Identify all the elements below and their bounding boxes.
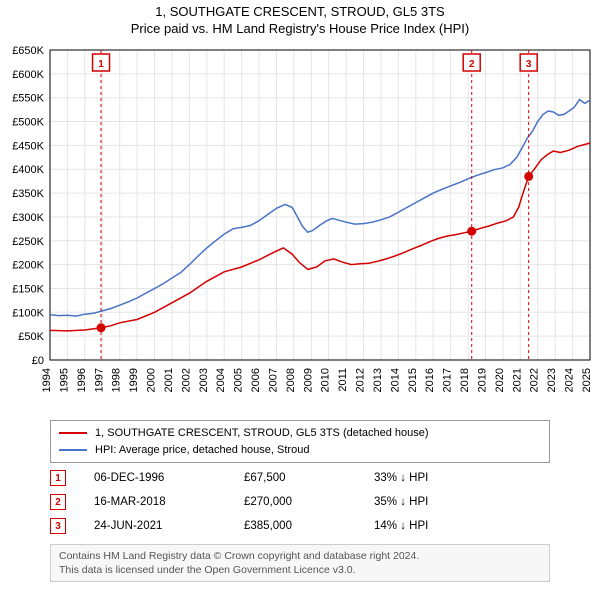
transaction-row: 2 16-MAR-2018£270,00035% ↓ HPI	[50, 490, 550, 514]
svg-text:2000: 2000	[146, 368, 158, 392]
svg-text:1999: 1999	[128, 368, 140, 392]
transaction-row: 3 24-JUN-2021£385,00014% ↓ HPI	[50, 514, 550, 538]
page-root: 1, SOUTHGATE CRESCENT, STROUD, GL5 3TS P…	[0, 0, 600, 590]
legend-swatch-0	[59, 432, 87, 434]
svg-text:2025: 2025	[581, 368, 593, 392]
svg-text:1: 1	[98, 59, 104, 70]
svg-text:2009: 2009	[302, 368, 314, 392]
svg-text:2011: 2011	[337, 368, 349, 392]
svg-text:2017: 2017	[442, 368, 454, 392]
svg-text:£300K: £300K	[12, 212, 44, 224]
svg-text:2024: 2024	[564, 368, 576, 392]
title-sub: Price paid vs. HM Land Registry's House …	[0, 21, 600, 36]
svg-text:1997: 1997	[93, 368, 105, 392]
footer-line2: This data is licensed under the Open Gov…	[59, 563, 541, 577]
legend-box: 1, SOUTHGATE CRESCENT, STROUD, GL5 3TS (…	[50, 420, 550, 463]
svg-text:£200K: £200K	[12, 260, 44, 272]
svg-text:2005: 2005	[233, 368, 245, 392]
svg-text:2007: 2007	[267, 368, 279, 392]
svg-text:3: 3	[526, 59, 532, 70]
legend-label-1: HPI: Average price, detached house, Stro…	[95, 442, 309, 459]
svg-text:2: 2	[469, 59, 475, 70]
svg-text:£450K: £450K	[12, 140, 44, 152]
transaction-marker-icon: 3	[50, 518, 66, 534]
svg-text:2001: 2001	[163, 368, 175, 392]
transaction-date: 06-DEC-1996	[94, 472, 244, 484]
svg-text:2018: 2018	[459, 368, 471, 392]
transaction-rel-hpi: 14% ↓ HPI	[374, 520, 494, 532]
svg-text:2023: 2023	[546, 368, 558, 392]
chart-area: £0 £50K £100K £150K £200K £250K £300K £350K £400…	[0, 44, 600, 414]
svg-text:2006: 2006	[250, 368, 262, 392]
transaction-date: 16-MAR-2018	[94, 496, 244, 508]
svg-text:2020: 2020	[494, 368, 506, 392]
svg-text:1994: 1994	[41, 368, 53, 392]
svg-text:2021: 2021	[511, 368, 523, 392]
legend-row-1: HPI: Average price, detached house, Stro…	[59, 442, 541, 459]
svg-text:£600K: £600K	[12, 69, 44, 81]
svg-text:1995: 1995	[58, 368, 70, 392]
transactions-table: 1 06-DEC-1996£67,50033% ↓ HPI 2 16-MAR-2018…	[50, 466, 550, 538]
svg-text:£150K: £150K	[12, 283, 44, 295]
transaction-marker-icon: 2	[50, 494, 66, 510]
legend-row-0: 1, SOUTHGATE CRESCENT, STROUD, GL5 3TS (…	[59, 425, 541, 442]
svg-text:£400K: £400K	[12, 164, 44, 176]
svg-text:1996: 1996	[76, 368, 88, 392]
legend-label-0: 1, SOUTHGATE CRESCENT, STROUD, GL5 3TS (…	[95, 425, 429, 442]
svg-text:2008: 2008	[285, 368, 297, 392]
transaction-price: £385,000	[244, 520, 374, 532]
transaction-row: 1 06-DEC-1996£67,50033% ↓ HPI	[50, 466, 550, 490]
svg-text:2016: 2016	[424, 368, 436, 392]
title-main: 1, SOUTHGATE CRESCENT, STROUD, GL5 3TS	[0, 4, 600, 19]
svg-text:2019: 2019	[476, 368, 488, 392]
svg-text:£50K: £50K	[18, 331, 44, 343]
svg-text:2022: 2022	[529, 368, 541, 392]
svg-text:£350K: £350K	[12, 188, 44, 200]
transaction-price: £67,500	[244, 472, 374, 484]
footer-box: Contains HM Land Registry data © Crown c…	[50, 544, 550, 582]
footer-line1: Contains HM Land Registry data © Crown c…	[59, 549, 541, 563]
legend-swatch-1	[59, 449, 87, 451]
svg-text:2002: 2002	[180, 368, 192, 392]
svg-text:2013: 2013	[372, 368, 384, 392]
svg-text:2015: 2015	[407, 368, 419, 392]
transaction-rel-hpi: 35% ↓ HPI	[374, 496, 494, 508]
svg-text:2004: 2004	[215, 368, 227, 392]
svg-text:2010: 2010	[320, 368, 332, 392]
svg-text:2014: 2014	[389, 368, 401, 392]
transaction-price: £270,000	[244, 496, 374, 508]
svg-text:£250K: £250K	[12, 236, 44, 248]
transaction-date: 24-JUN-2021	[94, 520, 244, 532]
titles-block: 1, SOUTHGATE CRESCENT, STROUD, GL5 3TS P…	[0, 0, 600, 36]
svg-text:2012: 2012	[355, 368, 367, 392]
transaction-marker-icon: 1	[50, 470, 66, 486]
transaction-rel-hpi: 33% ↓ HPI	[374, 472, 494, 484]
svg-text:1998: 1998	[111, 368, 123, 392]
svg-text:2003: 2003	[198, 368, 210, 392]
svg-text:£650K: £650K	[12, 45, 44, 57]
svg-text:£100K: £100K	[12, 307, 44, 319]
chart-svg: £0 £50K £100K £150K £200K £250K £300K £350K £400…	[0, 44, 600, 414]
svg-text:£0: £0	[32, 355, 44, 367]
svg-text:£500K: £500K	[12, 117, 44, 129]
svg-text:£550K: £550K	[12, 93, 44, 105]
